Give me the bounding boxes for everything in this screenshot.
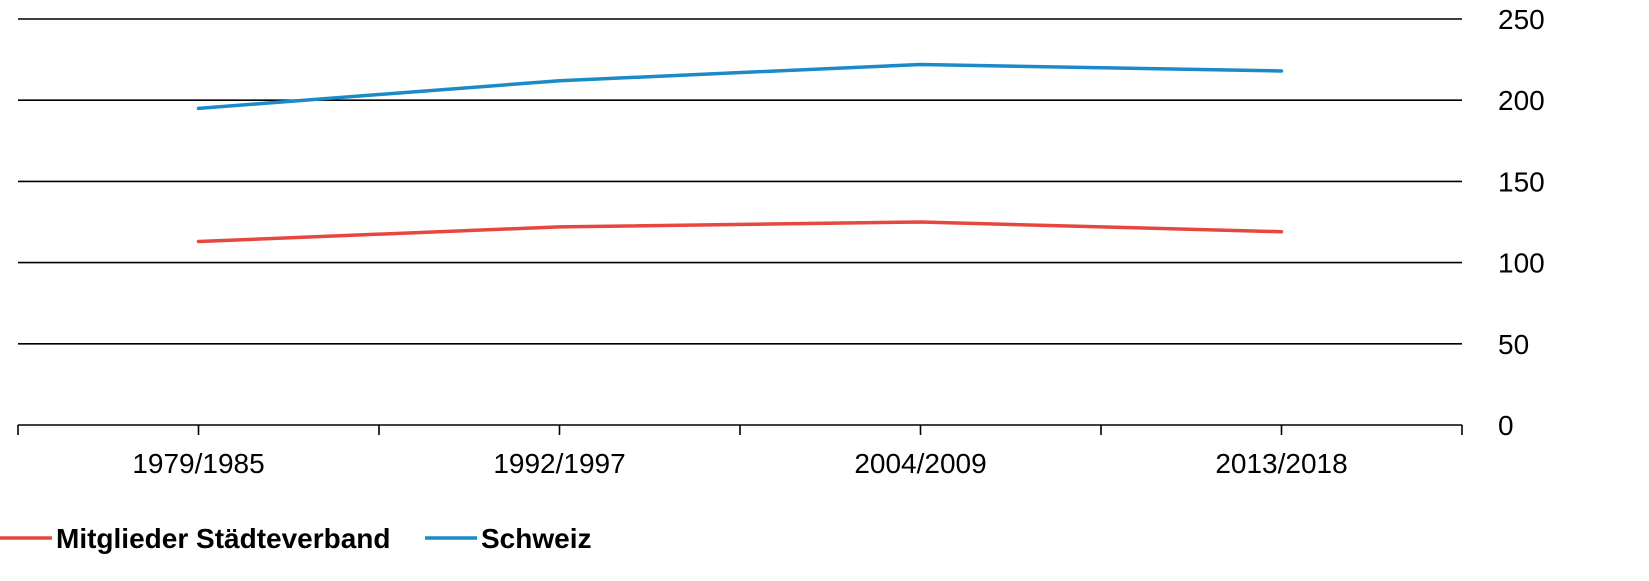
x-tick-label: 1992/1997 bbox=[493, 448, 625, 479]
y-tick-label: 100 bbox=[1498, 248, 1545, 279]
legend-item: Mitglieder Städteverband bbox=[0, 523, 391, 554]
y-tick-label: 250 bbox=[1498, 4, 1545, 35]
legend-label: Schweiz bbox=[481, 523, 591, 554]
y-tick-label: 0 bbox=[1498, 410, 1514, 441]
series-mitglieder-st-dteverband bbox=[196, 220, 1284, 244]
y-axis-tick-labels: 0 50 100 150 200 250 bbox=[1498, 4, 1545, 441]
y-tick-label: 50 bbox=[1498, 329, 1529, 360]
x-tick-label: 2004/2009 bbox=[854, 448, 986, 479]
series-schweiz bbox=[196, 62, 1284, 111]
x-tick-label: 2013/2018 bbox=[1215, 448, 1347, 479]
series-lines bbox=[196, 62, 1284, 244]
y-tick-label: 200 bbox=[1498, 85, 1545, 116]
gridlines bbox=[18, 18, 1462, 345]
legend-label: Mitglieder Städteverband bbox=[56, 523, 391, 554]
series-line bbox=[196, 62, 1284, 111]
x-axis-tick-labels: 1979/1985 1992/1997 2004/2009 2013/2018 bbox=[132, 448, 1347, 479]
legend: Mitglieder Städteverband Schweiz bbox=[0, 523, 591, 554]
y-tick-label: 150 bbox=[1498, 166, 1545, 197]
legend-item: Schweiz bbox=[425, 523, 591, 554]
series-line bbox=[196, 220, 1284, 244]
x-tick-label: 1979/1985 bbox=[132, 448, 264, 479]
x-axis bbox=[17, 424, 1463, 435]
